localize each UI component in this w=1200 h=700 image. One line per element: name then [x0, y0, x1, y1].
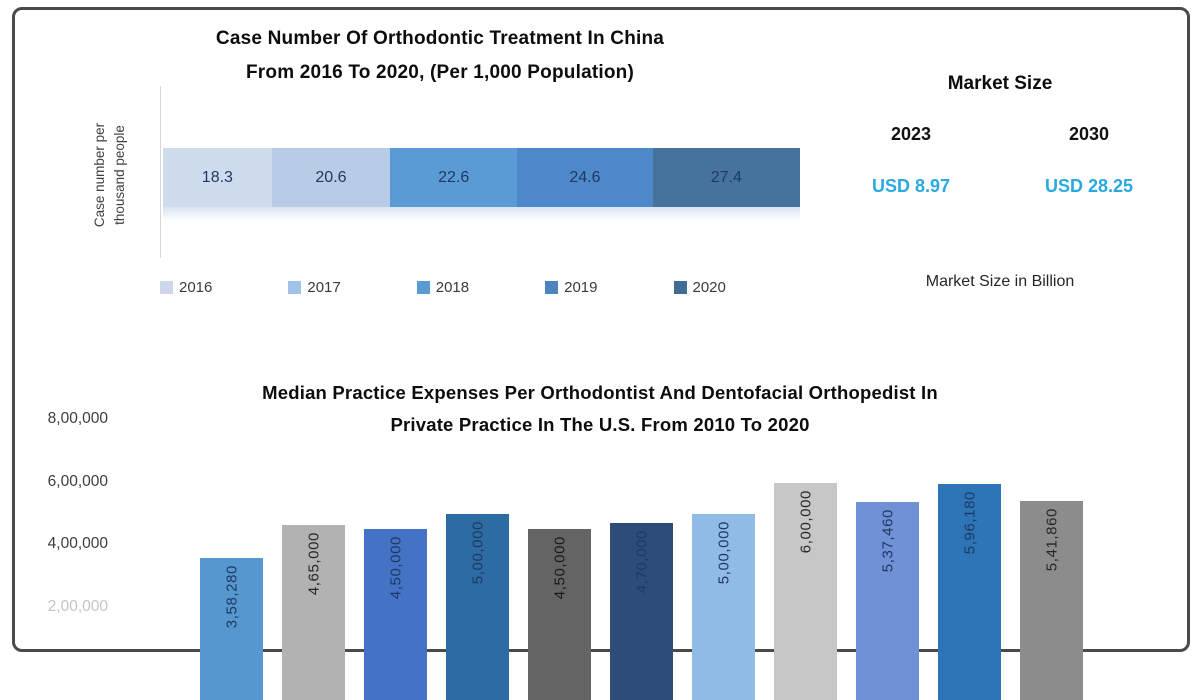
market-size-title: Market Size — [822, 73, 1178, 95]
bar-value-label: 5,96,180 — [961, 491, 978, 554]
y-tick-8,00,000: 8,00,000 — [28, 410, 108, 428]
stacked-segment-2016: 18.3 — [163, 148, 272, 207]
top-chart-y-axis-line — [160, 86, 161, 258]
bar-value-label: 3,58,280 — [223, 565, 240, 628]
legend-swatch-2017 — [288, 281, 301, 294]
bar-value-label: 4,50,000 — [551, 536, 568, 599]
bar-value-label: 4,50,000 — [387, 536, 404, 599]
bar-value-label: 5,41,860 — [1043, 508, 1060, 571]
bar-2020: 5,41,860 — [1020, 501, 1083, 700]
bar-2016: 5,00,000 — [692, 514, 755, 700]
legend-label: 2018 — [436, 279, 469, 296]
bar-2012: 4,50,000 — [364, 529, 427, 700]
top-chart-legend: 2016 2017 2018 2019 2020 — [160, 279, 726, 296]
stacked-segment-2017: 20.6 — [272, 148, 391, 207]
stacked-segment-2018: 22.6 — [390, 148, 517, 207]
legend-swatch-2016 — [160, 281, 173, 294]
y-tick-4,00,000: 4,00,000 — [28, 535, 108, 553]
stacked-bar-reflection — [163, 207, 800, 221]
legend-label: 2020 — [693, 279, 726, 296]
market-value-2030: USD 28.25 — [1000, 176, 1178, 197]
legend-item-2020: 2020 — [674, 279, 726, 296]
legend-label: 2019 — [564, 279, 597, 296]
legend-swatch-2019 — [545, 281, 558, 294]
stacked-segment-2020: 27.4 — [653, 148, 800, 207]
bar-2011: 4,65,000 — [282, 525, 345, 700]
legend-swatch-2018 — [417, 281, 430, 294]
legend-item-2016: 2016 — [160, 279, 212, 296]
bar-value-label: 5,00,000 — [469, 521, 486, 584]
bar-2010: 3,58,280 — [200, 558, 263, 700]
bar-2013: 5,00,000 — [446, 514, 509, 700]
market-year-2023: 2023 — [822, 124, 1000, 145]
stacked-segment-2019: 24.6 — [517, 148, 652, 207]
market-size-footnote: Market Size in Billion — [822, 273, 1178, 291]
top-chart-y-axis-label: Case number per thousand people — [90, 123, 130, 227]
legend-item-2018: 2018 — [417, 279, 469, 296]
bottom-chart-title-line2: Private Practice In The U.S. From 2010 T… — [150, 409, 1050, 441]
bar-value-label: 5,37,460 — [879, 509, 896, 572]
top-chart-title-line2: From 2016 To 2020, (Per 1,000 Population… — [120, 56, 760, 90]
orthodontics-infographic: { "top_chart": { "title_line1": "Case Nu… — [0, 0, 1200, 600]
top-chart-title: Case Number Of Orthodontic Treatment In … — [120, 22, 760, 90]
bar-2015: 4,70,000 — [610, 523, 673, 700]
bottom-chart-title: Median Practice Expenses Per Orthodontis… — [150, 377, 1050, 441]
legend-item-2017: 2017 — [288, 279, 340, 296]
bar-value-label: 5,00,000 — [715, 521, 732, 584]
market-year-2030: 2030 — [1000, 124, 1178, 145]
y-tick-6,00,000: 6,00,000 — [28, 473, 108, 491]
bar-value-label: 4,65,000 — [305, 532, 322, 595]
bar-2017: 6,00,000 — [774, 483, 837, 700]
market-value-2023: USD 8.97 — [822, 176, 1000, 197]
legend-item-2019: 2019 — [545, 279, 597, 296]
bar-2019: 5,96,180 — [938, 484, 1001, 700]
bottom-chart-title-line1: Median Practice Expenses Per Orthodontis… — [150, 377, 1050, 409]
top-chart-title-line1: Case Number Of Orthodontic Treatment In … — [120, 22, 760, 56]
y-tick-2,00,000: 2,00,000 — [28, 598, 108, 616]
legend-swatch-2020 — [674, 281, 687, 294]
bar-value-label: 6,00,000 — [797, 490, 814, 553]
bar-2018: 5,37,460 — [856, 502, 919, 700]
legend-label: 2016 — [179, 279, 212, 296]
legend-label: 2017 — [307, 279, 340, 296]
bar-2014: 4,50,000 — [528, 529, 591, 700]
bar-value-label: 4,70,000 — [633, 530, 650, 593]
